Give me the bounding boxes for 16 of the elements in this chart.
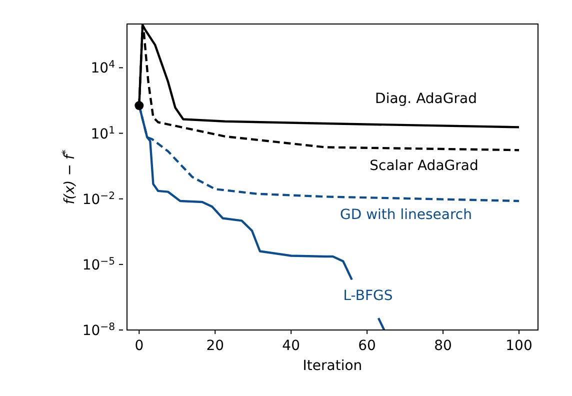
y-tick-label: 10$^{1}$: [90, 124, 115, 142]
x-tick-label: 80: [434, 338, 452, 354]
x-tick-label: 40: [282, 338, 300, 354]
series-label: Diag. AdaGrad: [375, 91, 477, 107]
x-tick-label: 100: [506, 338, 532, 354]
y-tick-label: 10$^{4}$: [90, 59, 115, 77]
series-label: GD with linesearch: [340, 207, 472, 223]
x-tick-label: 20: [206, 338, 224, 354]
series-label: L-BFGS: [343, 288, 393, 304]
x-tick-label: 0: [134, 338, 144, 354]
y-tick-label: 10$^{−2}$: [82, 190, 115, 208]
y-tick-label: 10$^{−8}$: [82, 322, 115, 339]
x-axis-title: Iteration: [302, 358, 362, 374]
series-label: Scalar AdaGrad: [370, 158, 478, 174]
x-tick-label: 60: [358, 338, 376, 354]
y-tick-label: 10$^{−5}$: [82, 256, 115, 274]
